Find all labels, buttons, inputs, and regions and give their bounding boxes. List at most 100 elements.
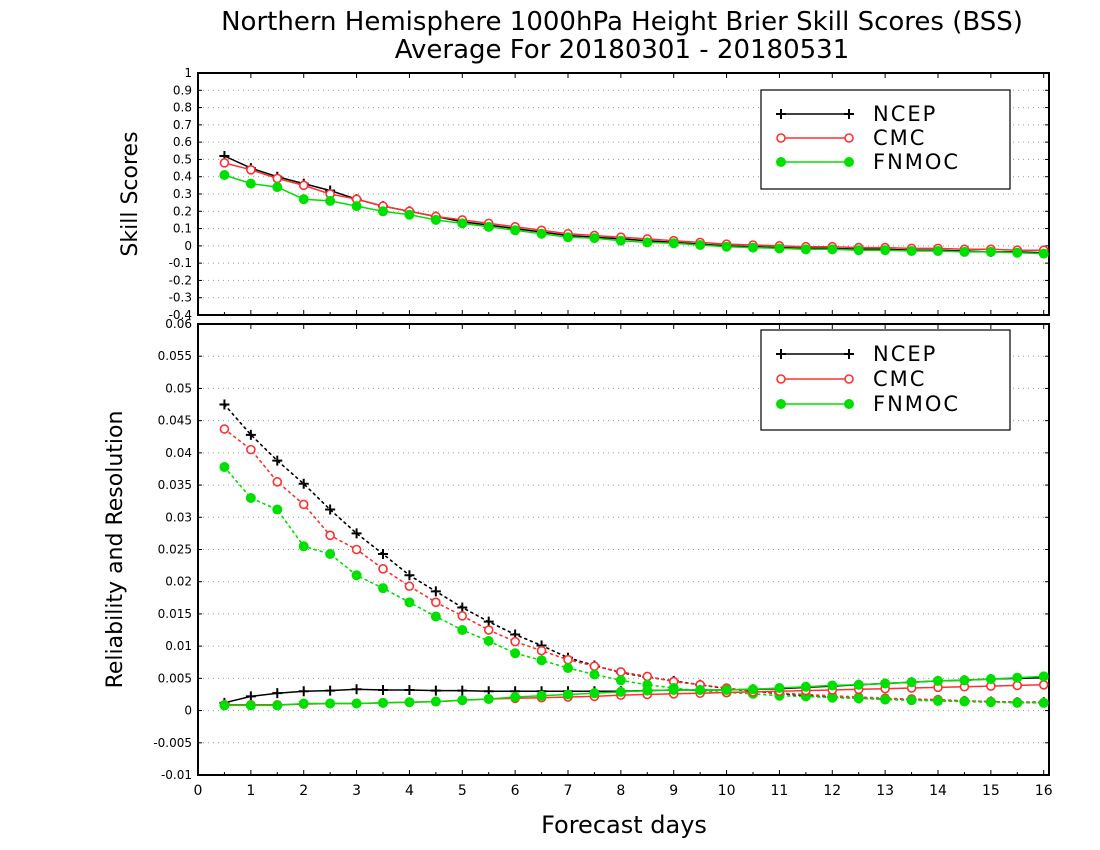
data-point [906, 246, 917, 257]
data-point [298, 499, 309, 510]
series-cmc-reliability [219, 679, 1049, 710]
legend-item-ncep: NCEP [776, 102, 935, 126]
x-tick-label: 16 [1035, 783, 1053, 799]
data-point [272, 182, 283, 193]
data-point [457, 625, 468, 636]
data-point [1012, 247, 1023, 258]
data-point [483, 635, 494, 646]
legend-label: NCEP [873, 342, 937, 366]
data-point [457, 695, 468, 706]
x-tick-label: 15 [982, 783, 1000, 799]
data-point [351, 528, 362, 539]
data-point [985, 246, 996, 257]
data-point [272, 455, 283, 466]
legend-item-fnmoc: FNMOC [776, 150, 958, 174]
reliability-resolution-panel: -0.01 -0.005 0 0.005 0.01 0.015 0.02 0.025 0.03 0… [103, 317, 1053, 799]
data-point [510, 692, 521, 703]
legend-item-cmc: CMC [776, 126, 924, 150]
series-line [224, 684, 1044, 706]
data-point [880, 245, 891, 256]
data-point [748, 242, 758, 253]
y-tick-label: 0.01 [165, 639, 192, 653]
data-point [827, 244, 838, 255]
data-point [431, 597, 441, 608]
data-point [1012, 697, 1023, 708]
x-tick-label: 3 [352, 783, 361, 799]
data-point [563, 654, 573, 665]
data-point [844, 349, 854, 359]
legend-label: CMC [873, 367, 926, 391]
data-point [246, 165, 256, 175]
data-point [378, 583, 388, 594]
data-point [378, 206, 388, 217]
data-point [642, 237, 653, 248]
data-point [776, 157, 786, 167]
data-point [1038, 679, 1049, 690]
x-tick-label: 7 [564, 783, 573, 799]
series-line [223, 403, 1045, 703]
y-tick-label: 0.02 [165, 575, 192, 589]
data-point [536, 645, 547, 656]
data-point [616, 667, 626, 677]
data-point [510, 648, 521, 659]
x-axis-label: Forecast days [541, 811, 707, 839]
data-point [615, 686, 626, 697]
y-tick-label: 0.9 [173, 83, 192, 97]
data-point [272, 700, 283, 711]
data-point [906, 677, 917, 688]
data-point [642, 685, 653, 696]
data-point [510, 636, 520, 647]
data-point [219, 424, 230, 434]
data-point [959, 675, 970, 686]
y-tick-label: 0.3 [173, 187, 192, 201]
data-point [985, 697, 996, 708]
legend-item-fnmoc: FNMOC [776, 392, 960, 416]
data-point [615, 675, 626, 686]
data-point [1012, 672, 1023, 683]
data-point [351, 544, 362, 555]
x-tick-label: 6 [511, 783, 520, 799]
x-tick-label: 0 [194, 783, 203, 799]
data-point [800, 244, 811, 255]
data-point [219, 700, 230, 711]
data-point [536, 228, 547, 239]
data-point [325, 530, 335, 541]
data-point [844, 399, 854, 409]
data-point [959, 696, 970, 707]
x-tick-label: 4 [405, 783, 414, 799]
x-tick-label: 11 [771, 783, 789, 799]
x-tick-label: 2 [299, 783, 308, 799]
y-tick-label: 0.015 [158, 607, 192, 621]
data-point [776, 399, 786, 409]
data-point [880, 694, 891, 705]
data-point [298, 686, 309, 697]
data-point [774, 243, 785, 254]
data-point [748, 684, 758, 695]
x-tick-label: 9 [669, 783, 678, 799]
chart-subtitle: Average For 20180301 - 20180531 [395, 35, 850, 65]
series-fnmoc-resolution [219, 462, 1049, 708]
data-point [298, 478, 309, 489]
data-point [430, 214, 441, 225]
y-tick-label: 0.055 [158, 349, 192, 363]
legend-box [760, 89, 1011, 190]
data-point [404, 697, 415, 708]
data-point [378, 549, 388, 560]
series-fnmoc-reliability [219, 671, 1049, 711]
data-point [536, 690, 547, 701]
data-point [245, 691, 256, 702]
y-tick-label: -0.4 [169, 308, 192, 322]
data-point [245, 492, 256, 503]
y-tick-label: 0.06 [165, 317, 192, 331]
data-point [219, 158, 230, 168]
data-point [483, 221, 494, 232]
data-point [933, 695, 943, 706]
data-point [827, 680, 838, 691]
data-point [563, 232, 573, 243]
data-point [404, 597, 415, 608]
y-tick-label: 0.04 [165, 446, 192, 460]
legend-item-cmc: CMC [776, 367, 926, 391]
legend-label: FNMOC [873, 392, 960, 416]
